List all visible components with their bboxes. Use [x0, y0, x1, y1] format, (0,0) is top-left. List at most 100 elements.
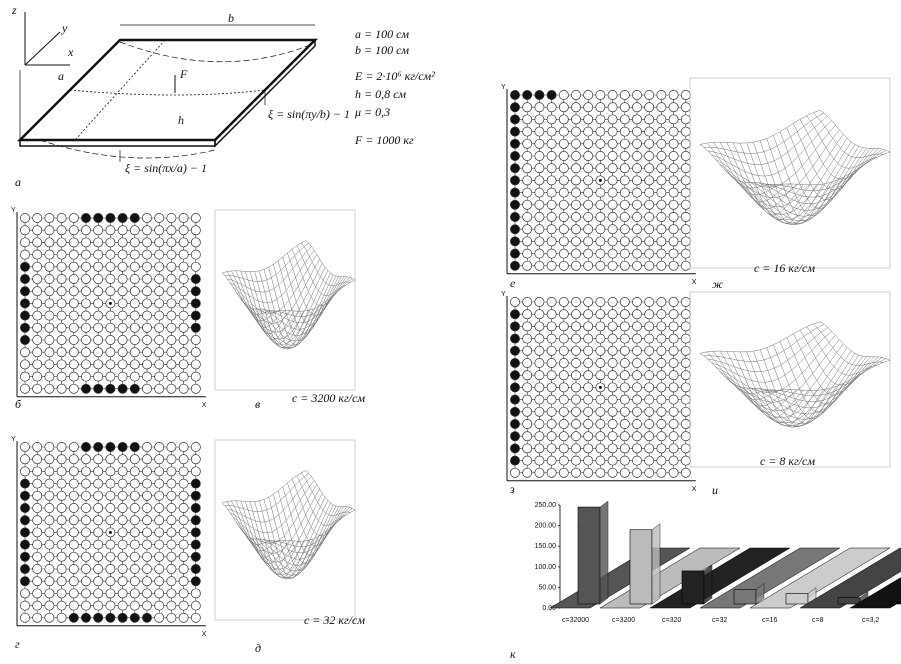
grid-node — [645, 334, 654, 343]
grid-node — [45, 516, 54, 525]
parameter: h = 0,8 см — [355, 87, 406, 101]
grid-node — [571, 322, 580, 331]
grid-node — [645, 237, 654, 246]
grid-node — [118, 287, 127, 296]
grid-node — [645, 383, 654, 392]
grid-node — [130, 250, 139, 259]
grid-node — [510, 395, 519, 404]
grid-node — [130, 238, 139, 247]
grid-node — [535, 249, 544, 258]
grid-node — [33, 577, 42, 586]
panel-letter: д — [255, 641, 261, 655]
bar — [890, 602, 901, 604]
grid-node — [94, 287, 103, 296]
grid-node — [632, 407, 641, 416]
grid-node — [584, 90, 593, 99]
grid-node — [33, 287, 42, 296]
grid-node — [167, 540, 176, 549]
grid-node — [681, 419, 690, 428]
grid-node — [81, 323, 90, 332]
grid-node — [118, 238, 127, 247]
grid-node — [45, 360, 54, 369]
grid-node — [523, 395, 532, 404]
grid-node — [535, 334, 544, 343]
mesh-line — [268, 278, 352, 316]
grid-node — [681, 322, 690, 331]
grid-node — [20, 372, 29, 381]
y-tick-label: 100.00 — [535, 564, 557, 571]
grid-node — [130, 213, 139, 222]
grid-node — [608, 225, 617, 234]
grid-node — [81, 442, 90, 451]
grid-node — [94, 577, 103, 586]
mesh-line — [800, 119, 870, 179]
grid-node — [106, 274, 115, 283]
grid-node — [669, 371, 678, 380]
grid-node — [523, 188, 532, 197]
grid-node — [106, 287, 115, 296]
grid-node — [681, 139, 690, 148]
grid-node — [20, 491, 29, 500]
grid-node — [669, 261, 678, 270]
grid-node — [559, 151, 568, 160]
grid-node — [620, 200, 629, 209]
grid-node — [20, 238, 29, 247]
grid-node — [632, 188, 641, 197]
grid-node — [620, 115, 629, 124]
grid-node — [106, 552, 115, 561]
grid-node — [571, 90, 580, 99]
grid-node — [584, 139, 593, 148]
grid-node — [142, 238, 151, 247]
grid-node — [523, 164, 532, 173]
grid-node — [167, 250, 176, 259]
grid-node — [94, 540, 103, 549]
grid-node — [657, 188, 666, 197]
grid-node — [559, 432, 568, 441]
grid-node — [179, 213, 188, 222]
grid-node — [118, 299, 127, 308]
grid-node — [20, 226, 29, 235]
grid-node — [510, 139, 519, 148]
grid-node — [681, 310, 690, 319]
grid-node — [608, 419, 617, 428]
grid-node — [33, 299, 42, 308]
grid-node — [571, 249, 580, 258]
grid-node — [596, 90, 605, 99]
grid-node — [20, 335, 29, 344]
grid-node — [191, 479, 200, 488]
grid-node — [94, 516, 103, 525]
axis-label: Y — [11, 436, 16, 443]
grid-node — [118, 274, 127, 283]
grid-node — [681, 164, 690, 173]
grid-node — [632, 200, 641, 209]
x-tick-label: c=320 — [662, 617, 681, 624]
grid-node — [33, 226, 42, 235]
grid-node — [510, 358, 519, 367]
grid-node — [596, 334, 605, 343]
grid-node — [142, 552, 151, 561]
grid-node — [94, 348, 103, 357]
grid-node — [81, 516, 90, 525]
grid-node — [106, 311, 115, 320]
grid-node — [155, 360, 164, 369]
grid-node — [118, 455, 127, 464]
grid-node — [130, 287, 139, 296]
grid-node — [33, 467, 42, 476]
grid-node — [179, 577, 188, 586]
panel-letter: е — [510, 276, 516, 290]
grid-node — [620, 188, 629, 197]
grid-node — [596, 151, 605, 160]
load-point — [109, 531, 112, 534]
grid-node — [584, 468, 593, 477]
grid-node — [620, 419, 629, 428]
grid-node — [632, 432, 641, 441]
grid-node — [559, 249, 568, 258]
grid-node — [547, 407, 556, 416]
grid-node — [657, 212, 666, 221]
grid-node — [669, 395, 678, 404]
grid-node — [608, 212, 617, 221]
grid-node — [632, 444, 641, 453]
mesh-line — [704, 324, 824, 361]
grid-node — [584, 310, 593, 319]
grid-node — [179, 226, 188, 235]
